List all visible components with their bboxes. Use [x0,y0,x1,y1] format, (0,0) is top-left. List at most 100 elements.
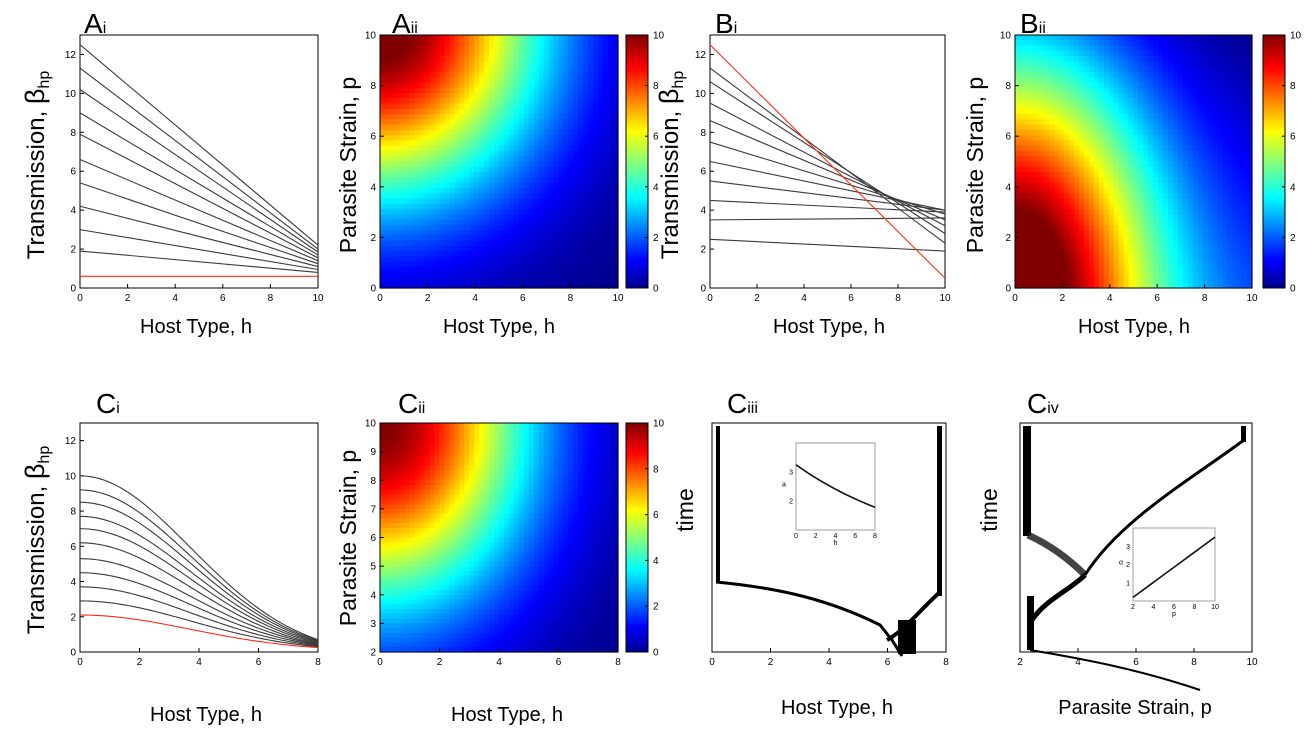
heatmap-cell [1138,50,1144,57]
heatmap-cell [380,108,386,115]
heatmap-cell [1138,98,1144,105]
heatmap-cell [1173,187,1179,194]
heatmap-cell [558,92,565,99]
heatmap-cell [558,129,565,136]
heatmap-cell [1202,66,1209,73]
heatmap-cell [1044,77,1051,84]
heatmap-cell [449,266,455,273]
heatmap-cell [548,119,555,126]
heatmap-cell [1049,240,1056,247]
heatmap-cell [1153,56,1159,62]
heatmap-cell [494,50,500,57]
heatmap-cell [414,172,421,178]
series-line [79,44,319,246]
heatmap-cell [548,187,555,194]
heatmap-cell [454,124,460,131]
heatmap-cell [1069,66,1075,73]
heatmap-cell [1034,256,1041,263]
heatmap-cell [394,272,401,279]
heatmap-cell [444,266,451,273]
heatmap-cell [1222,119,1228,126]
heatmap-cell [1177,251,1184,257]
heatmap-cell [1015,272,1021,279]
heatmap-cell [563,66,570,73]
heatmap-cell [1207,214,1214,221]
heatmap-cell [1128,198,1135,205]
heatmap-cell [1064,129,1070,136]
heatmap-cell [414,214,421,221]
heatmap-cell [523,156,530,163]
heatmap-cell [1148,40,1154,47]
heatmap-cell [1108,208,1115,215]
heatmap-cell [1222,224,1228,231]
heatmap-cell [1064,172,1070,178]
heatmap-cell [1138,230,1144,236]
trace-Ciii-left [716,426,720,581]
heatmap-cell [1123,187,1130,194]
heatmap-cell [479,150,485,157]
heatmap-cell [1202,214,1209,221]
heatmap-cell [1222,214,1228,221]
heatmap-cell [1049,251,1056,257]
heatmap-cell [424,166,431,173]
heatmap-cell [1202,245,1209,252]
heatmap-cell [523,82,530,89]
heatmap-cell [479,82,485,89]
heatmap-cell [1153,230,1159,236]
heatmap-cell [474,187,480,194]
heatmap-cell [494,240,500,247]
heatmap-cell [583,235,589,242]
heatmap-cell [1168,129,1174,136]
heatmap-cell [389,108,396,115]
heatmap-cell [1163,256,1169,263]
heatmap-cell [1113,245,1120,252]
heatmap-cell [578,224,584,231]
heatmap-cell [429,71,436,78]
heatmap-cell [389,504,396,510]
heatmap-cell [494,35,500,41]
heatmap-cell [389,518,396,524]
heatmap-cell [1168,214,1174,221]
heatmap-cell [533,177,540,184]
heatmap-cell [479,282,485,289]
heatmap-cell [479,66,485,73]
heatmap-cell [380,585,386,591]
heatmap-cell [409,277,416,284]
heatmap-cell [1084,124,1090,131]
heatmap-cell [1069,261,1075,268]
heatmap-cell [1143,172,1149,178]
heatmap-cell [399,193,406,199]
heatmap-cell [1177,108,1184,115]
heatmap-cell [1207,193,1214,199]
heatmap-cell [1158,166,1164,173]
heatmap-cell [1173,272,1179,279]
heatmap-cell [444,214,451,221]
heatmap-cell [1024,166,1031,173]
heatmap-cell [1217,203,1223,210]
heatmap-cell [1069,108,1075,115]
heatmap-cell [479,77,485,84]
heatmap-cell [384,135,391,142]
heatmap-cell [543,219,550,226]
heatmap-cell [538,230,545,236]
heatmap-cell [558,50,565,57]
heatmap-cell [1133,245,1140,252]
heatmap-cell [1182,266,1189,273]
series-line [79,229,319,271]
heatmap-cell [459,140,465,147]
heatmap-cell [588,219,594,226]
heatmap-cell [394,203,401,210]
heatmap-cell [1059,251,1065,257]
heatmap-cell [389,187,396,194]
heatmap-cell [380,56,386,62]
xlabel-Civ: Parasite Strain, p [1058,697,1211,719]
heatmap-cell [573,98,579,105]
heatmap-cell [1024,235,1031,242]
heatmap-cell [1029,98,1036,105]
heatmap-cell [424,45,431,52]
heatmap-cell [578,50,584,57]
heatmap-cell [543,235,550,242]
heatmap-cell [384,166,391,173]
heatmap-cell [380,642,386,648]
heatmap-cell [1247,103,1253,110]
